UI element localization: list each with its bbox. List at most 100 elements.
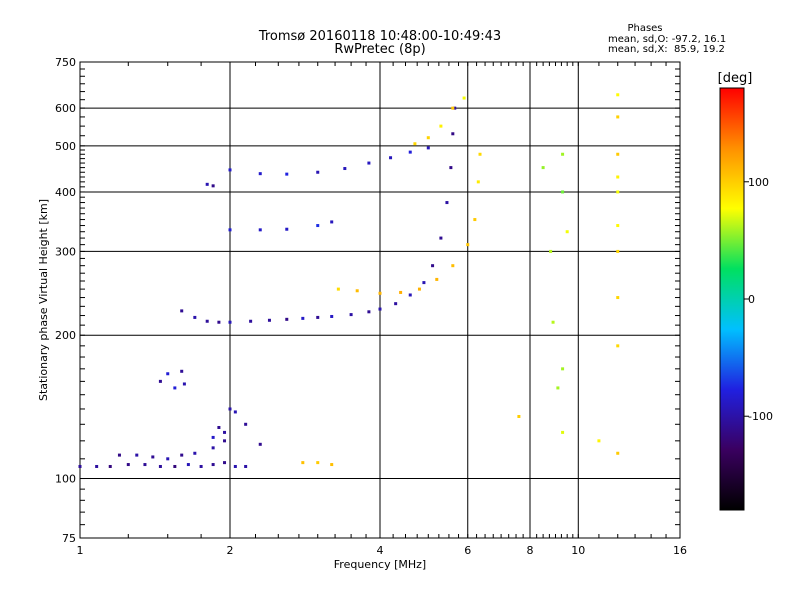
data-point — [466, 243, 470, 247]
data-point — [223, 430, 227, 434]
data-point — [367, 161, 371, 165]
data-point — [135, 453, 139, 457]
data-point — [349, 313, 353, 317]
colorbar-tick-label: -100 — [748, 410, 773, 423]
data-point — [182, 382, 186, 386]
data-point — [316, 224, 320, 228]
x-tick-label: 8 — [527, 544, 534, 557]
data-point — [517, 414, 521, 418]
colorbar — [719, 87, 745, 511]
y-tick-label: 400 — [55, 186, 76, 199]
data-point — [258, 228, 262, 232]
data-point — [223, 461, 227, 465]
data-point — [228, 407, 232, 411]
data-point — [166, 372, 170, 376]
data-point — [561, 430, 565, 434]
data-point — [173, 386, 177, 390]
grid-lines — [80, 62, 680, 538]
x-tick-label: 1 — [77, 544, 84, 557]
data-point — [193, 451, 197, 455]
colorbar-ticks: -100 0 100 — [744, 176, 773, 423]
data-point — [616, 190, 620, 194]
data-point — [413, 142, 417, 146]
data-points — [78, 93, 620, 468]
x-tick-label: 4 — [377, 544, 384, 557]
data-point — [422, 281, 426, 285]
colorbar-tick-label: 0 — [748, 293, 755, 306]
data-point — [228, 228, 232, 232]
colorbar-tick-label: 100 — [748, 176, 769, 189]
data-point — [249, 319, 253, 323]
data-point — [473, 218, 477, 222]
data-point — [343, 167, 347, 171]
data-point — [616, 115, 620, 119]
x-tick-label: 10 — [571, 544, 585, 557]
x-axis-label: Frequency [MHz] — [334, 558, 426, 571]
data-point — [431, 264, 435, 268]
data-point — [316, 461, 320, 465]
data-point — [445, 201, 449, 205]
data-point — [199, 464, 203, 468]
data-point — [451, 132, 455, 136]
data-point — [258, 442, 262, 446]
data-point — [193, 315, 197, 319]
data-point — [378, 307, 382, 311]
data-point — [285, 172, 289, 176]
data-point — [267, 318, 271, 322]
data-point — [285, 317, 289, 321]
data-point — [389, 156, 393, 160]
data-point — [158, 379, 162, 383]
data-point — [166, 457, 170, 461]
data-point — [217, 425, 221, 429]
data-point — [561, 367, 565, 371]
data-point — [476, 180, 480, 184]
data-point — [205, 182, 209, 186]
data-point — [449, 166, 453, 170]
data-point — [285, 227, 289, 231]
x-tick-label: 2 — [227, 544, 234, 557]
data-point — [551, 320, 555, 324]
data-point — [233, 464, 237, 468]
data-point — [616, 175, 620, 179]
data-point — [367, 310, 371, 314]
data-point — [394, 302, 398, 306]
data-point — [233, 410, 237, 414]
data-point — [316, 315, 320, 319]
data-point — [616, 344, 620, 348]
chart-title: Tromsø 20160118 10:48:00-10:49:43 — [258, 29, 501, 44]
y-tick-label: 750 — [55, 56, 76, 69]
data-point — [561, 190, 565, 194]
data-point — [244, 464, 248, 468]
data-point — [451, 264, 455, 268]
data-point — [330, 463, 334, 467]
x-tick-label: 6 — [464, 544, 471, 557]
y-tick-label: 500 — [55, 140, 76, 153]
data-point — [186, 463, 190, 467]
data-point — [426, 136, 430, 140]
data-point — [108, 464, 112, 468]
x-tick-label: 16 — [673, 544, 687, 557]
data-point — [78, 464, 82, 468]
data-point — [126, 463, 130, 467]
data-point — [565, 230, 569, 234]
data-point — [616, 152, 620, 156]
data-point — [541, 166, 545, 170]
data-point — [205, 319, 209, 323]
data-point — [228, 168, 232, 172]
data-point — [399, 290, 403, 294]
data-point — [301, 461, 305, 465]
y-tick-label: 300 — [55, 245, 76, 258]
x-axis-ticks: 1 2 4 6 8 10 16 — [77, 62, 687, 557]
data-point — [478, 152, 482, 156]
data-point — [616, 451, 620, 455]
data-point — [549, 249, 553, 253]
y-tick-label: 75 — [62, 532, 76, 545]
y-axis-ticks: 75 100 200 300 400 500 600 750 — [55, 56, 680, 545]
data-point — [180, 369, 184, 373]
data-point — [158, 464, 162, 468]
data-point — [453, 106, 457, 110]
phase-info-o: mean, sd,O: -97.2, 16.1 — [608, 34, 726, 45]
data-point — [616, 224, 620, 228]
data-point — [330, 220, 334, 224]
